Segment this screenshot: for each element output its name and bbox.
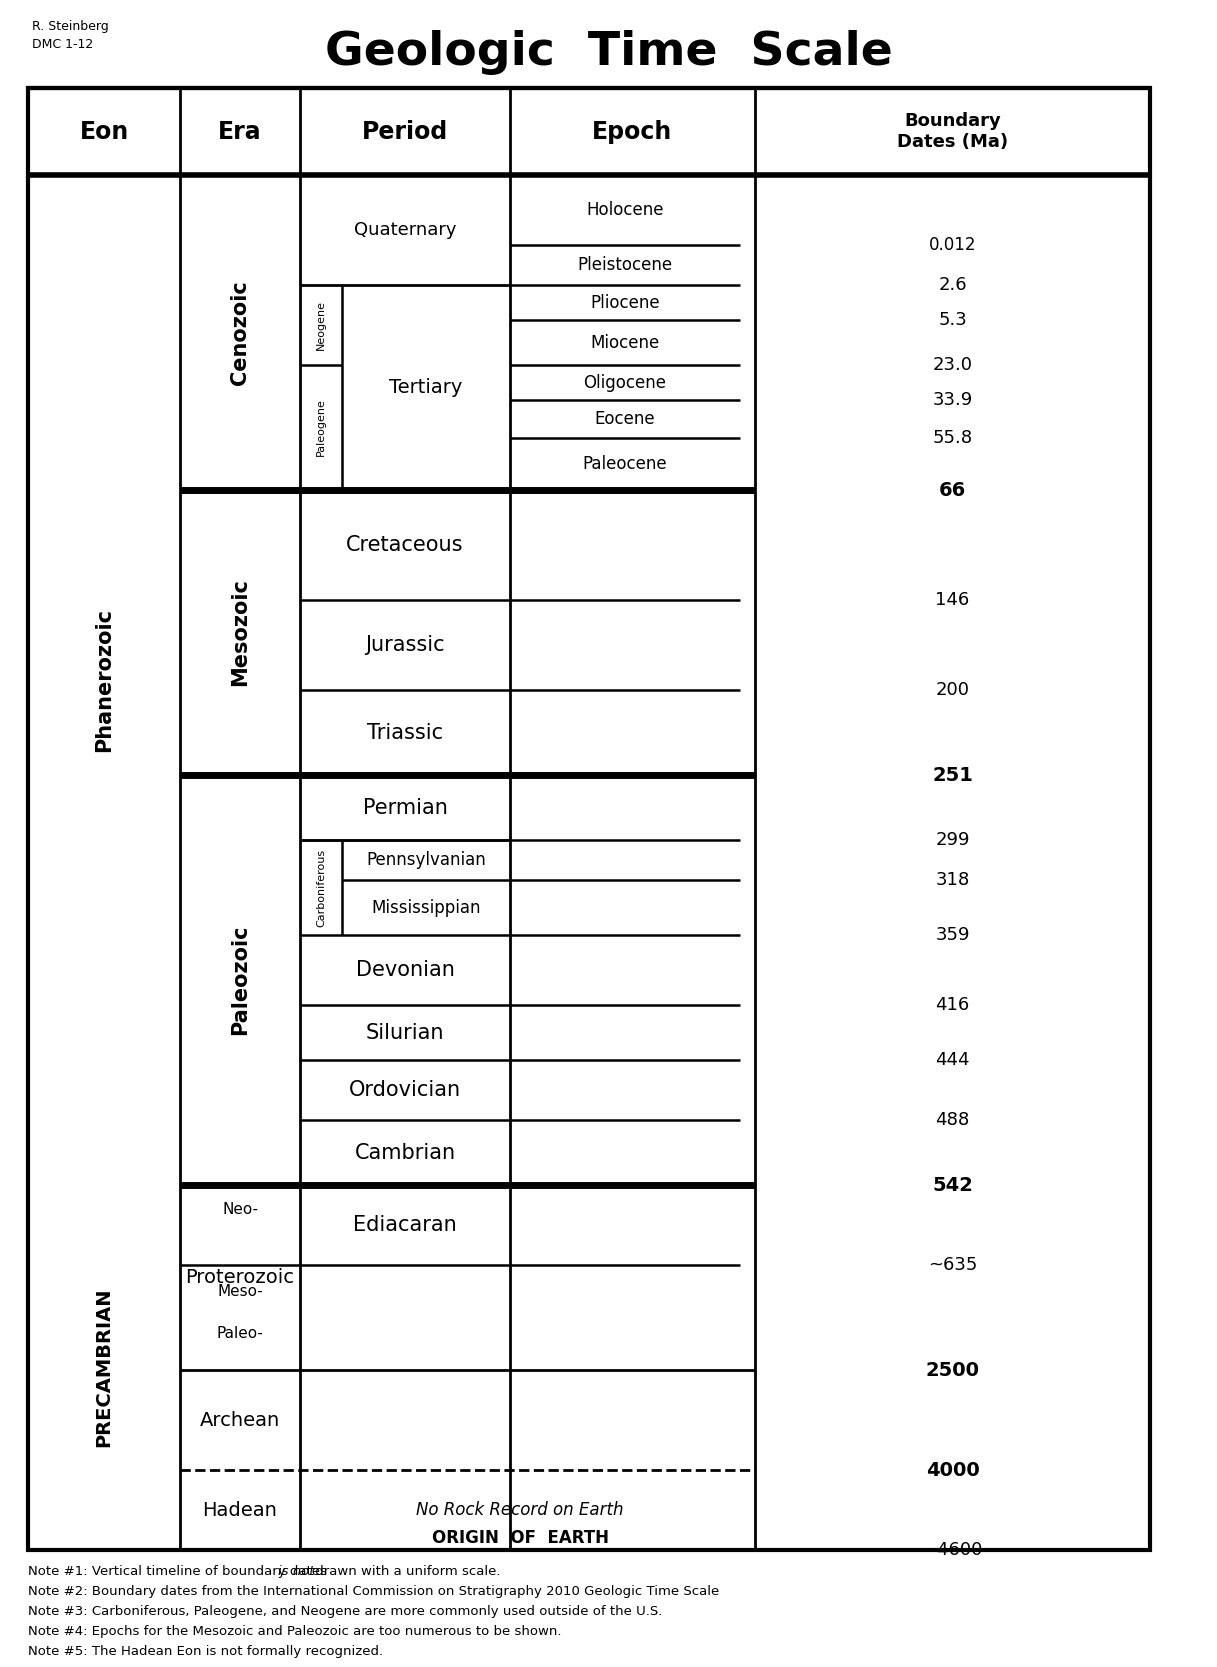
Text: Neo-: Neo- xyxy=(221,1202,258,1217)
Text: Cenozoic: Cenozoic xyxy=(230,280,249,385)
Text: Ordovician: Ordovician xyxy=(349,1080,461,1100)
Text: Miocene: Miocene xyxy=(590,333,660,352)
Text: Note #5: The Hadean Eon is not formally recognized.: Note #5: The Hadean Eon is not formally … xyxy=(28,1645,383,1659)
Text: 299: 299 xyxy=(935,832,970,849)
Text: ~635: ~635 xyxy=(927,1255,977,1274)
Text: Boundary
Dates (Ma): Boundary Dates (Ma) xyxy=(897,112,1008,152)
Text: Period: Period xyxy=(361,120,448,143)
Text: Permian: Permian xyxy=(363,797,448,817)
Text: Ediacaran: Ediacaran xyxy=(353,1215,456,1235)
Text: Meso-: Meso- xyxy=(217,1284,263,1299)
Text: Geologic  Time  Scale: Geologic Time Scale xyxy=(325,30,892,75)
Text: Eon: Eon xyxy=(79,120,129,143)
Text: 4000: 4000 xyxy=(926,1460,980,1480)
Text: Mississippian: Mississippian xyxy=(371,899,481,917)
Text: ~4600: ~4600 xyxy=(922,1540,982,1559)
Text: Cretaceous: Cretaceous xyxy=(347,535,464,555)
Text: 55.8: 55.8 xyxy=(932,428,972,447)
Text: 2.6: 2.6 xyxy=(938,277,966,293)
Text: Hadean: Hadean xyxy=(202,1500,277,1520)
Text: Devonian: Devonian xyxy=(355,960,454,980)
Text: Mesozoic: Mesozoic xyxy=(230,578,249,687)
Bar xyxy=(28,88,1150,1550)
Text: 146: 146 xyxy=(936,592,970,608)
Text: Paleocene: Paleocene xyxy=(583,455,667,473)
Text: 33.9: 33.9 xyxy=(932,392,972,408)
Text: No Rock Record on Earth: No Rock Record on Earth xyxy=(416,1500,624,1519)
Text: Triassic: Triassic xyxy=(368,722,443,742)
Text: Epoch: Epoch xyxy=(593,120,673,143)
Text: DMC 1-12: DMC 1-12 xyxy=(32,38,94,52)
Text: Carboniferous: Carboniferous xyxy=(316,849,326,927)
Text: 66: 66 xyxy=(938,480,966,500)
Text: Tertiary: Tertiary xyxy=(389,378,462,397)
Text: Note #1: Vertical timeline of boundary dates: Note #1: Vertical timeline of boundary d… xyxy=(28,1565,331,1579)
Text: 251: 251 xyxy=(932,765,972,785)
Text: Paleozoic: Paleozoic xyxy=(230,925,249,1035)
Text: drawn with a uniform scale.: drawn with a uniform scale. xyxy=(312,1565,500,1579)
Text: Cambrian: Cambrian xyxy=(354,1142,455,1162)
Text: 0.012: 0.012 xyxy=(929,237,976,253)
Text: Proterozoic: Proterozoic xyxy=(185,1269,295,1287)
Text: Paleogene: Paleogene xyxy=(316,398,326,457)
Text: Neogene: Neogene xyxy=(316,300,326,350)
Text: Pleistocene: Pleistocene xyxy=(577,257,673,273)
Text: 488: 488 xyxy=(936,1110,970,1129)
Text: Paleo-: Paleo- xyxy=(217,1325,263,1340)
Text: Archean: Archean xyxy=(200,1410,280,1430)
Text: 416: 416 xyxy=(936,995,970,1014)
Text: 542: 542 xyxy=(932,1175,972,1195)
Text: Jurassic: Jurassic xyxy=(365,635,444,655)
Text: ORIGIN  OF  EARTH: ORIGIN OF EARTH xyxy=(432,1529,608,1547)
Text: Pennsylvanian: Pennsylvanian xyxy=(366,850,486,869)
Text: is not: is not xyxy=(277,1565,314,1579)
Text: R. Steinberg: R. Steinberg xyxy=(32,20,108,33)
Text: 23.0: 23.0 xyxy=(932,357,972,373)
Text: Holocene: Holocene xyxy=(587,202,663,218)
Text: Pliocene: Pliocene xyxy=(590,293,660,312)
Text: 2500: 2500 xyxy=(925,1360,980,1380)
Text: 5.3: 5.3 xyxy=(938,312,966,328)
Text: Silurian: Silurian xyxy=(366,1022,444,1042)
Text: PRECAMBRIAN: PRECAMBRIAN xyxy=(95,1287,113,1447)
Text: Note #2: Boundary dates from the International Commission on Stratigraphy 2010 G: Note #2: Boundary dates from the Interna… xyxy=(28,1585,719,1599)
Text: Quaternary: Quaternary xyxy=(354,222,456,238)
Text: 444: 444 xyxy=(935,1050,970,1069)
Text: Oligocene: Oligocene xyxy=(583,373,667,392)
Text: 200: 200 xyxy=(936,682,970,698)
Text: 318: 318 xyxy=(936,870,970,889)
Text: 359: 359 xyxy=(935,925,970,944)
Text: Eocene: Eocene xyxy=(595,410,655,428)
Text: Era: Era xyxy=(218,120,262,143)
Text: Phanerozoic: Phanerozoic xyxy=(94,608,114,752)
Text: Note #3: Carboniferous, Paleogene, and Neogene are more commonly used outside of: Note #3: Carboniferous, Paleogene, and N… xyxy=(28,1605,662,1619)
Text: Note #4: Epochs for the Mesozoic and Paleozoic are too numerous to be shown.: Note #4: Epochs for the Mesozoic and Pal… xyxy=(28,1625,561,1639)
